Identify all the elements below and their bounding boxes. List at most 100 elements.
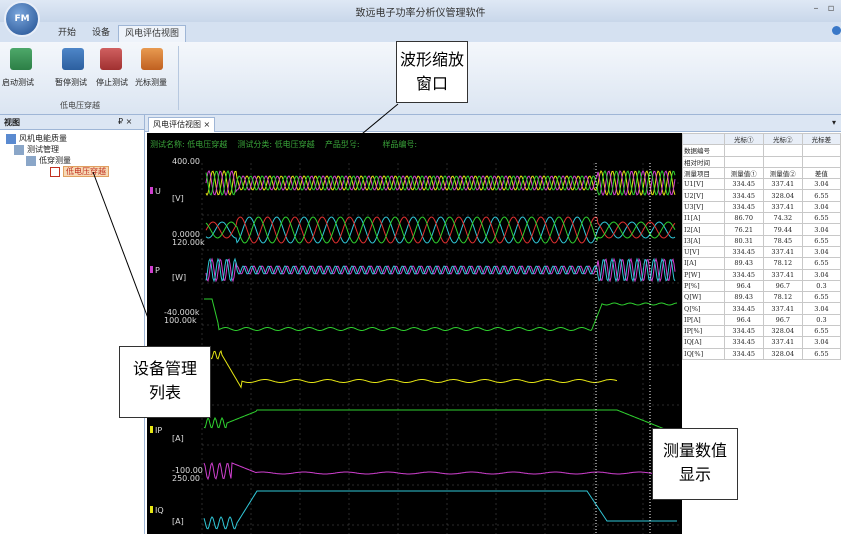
table-row: 测量项目 测量值① 测量值② 差值: [682, 166, 841, 180]
table-row: I[A] 89.43 78.12 6.55: [682, 257, 841, 270]
value-cell: 328.04: [762, 347, 803, 360]
tab-wind-power-view[interactable]: 风电评估视图: [118, 25, 187, 42]
iq-trend-line: [203, 490, 677, 530]
channel-label-u: U: [150, 187, 161, 196]
callout-line-2: 显示: [678, 465, 711, 484]
waveform-svg: [201, 163, 679, 534]
callout-device-list: 设备管理 列表: [119, 346, 211, 418]
pause-test-icon[interactable]: [62, 48, 84, 70]
start-test-icon[interactable]: [10, 48, 32, 70]
callout-line-1: 波形缩放: [399, 50, 464, 69]
cursor-measure-button[interactable]: 光标测量: [135, 78, 167, 87]
view-pane-title: 视图: [4, 118, 20, 127]
document-tab-bar: [145, 115, 841, 132]
tree-item-test-mgmt[interactable]: 测试管理: [14, 144, 59, 155]
y-label: 250.00: [172, 474, 200, 483]
ribbon-group-label: 低电压穿越: [60, 101, 100, 110]
table-row: 数据编号: [682, 144, 841, 157]
channel-name: IQ: [155, 506, 164, 515]
table-row: Q[W] 89.43 78.12 6.55: [682, 291, 841, 304]
table-row: IP[A] 96.4 96.7 0.3: [682, 313, 841, 327]
y-label: 120.00k: [172, 238, 205, 247]
table-row: I2[A] 76.21 79.44 3.04: [682, 223, 841, 236]
row-label-cell: IQ[%]: [682, 347, 725, 360]
chevron-down-icon[interactable]: ▾: [832, 118, 837, 127]
table-row: U2[V] 334.45 328.04 6.55: [682, 189, 841, 202]
channel-name: P: [155, 266, 160, 275]
value-cell: 334.45: [723, 347, 764, 360]
callout-line-2: 窗口: [415, 74, 448, 93]
start-test-button[interactable]: 启动测试: [2, 78, 34, 87]
channel-label-ip: IP: [150, 426, 162, 435]
power-waveform: [205, 257, 676, 283]
measurement-table: 光标① 光标② 光标差 数据编号 相对时间 测量项目 测量值① 测量值② 差值 U1[V] 334.…: [682, 132, 841, 360]
pane-pin-close-button[interactable]: ₽ ×: [118, 117, 133, 126]
sample-number: 样品编号:: [382, 140, 418, 149]
waveform-plot[interactable]: [147, 133, 682, 534]
tab-wind-power-view-doc[interactable]: 风电评估视图 ×: [148, 117, 216, 132]
app-logo-button[interactable]: FM: [4, 1, 40, 37]
y-unit: [V]: [172, 194, 184, 203]
tree-item-lvrt-measure[interactable]: 低穿测量: [26, 155, 71, 166]
test-category: 测试分类: 低电压穿越: [237, 140, 315, 149]
y-unit: [A]: [172, 517, 184, 526]
tree-item-label: 低电压穿越: [63, 166, 109, 177]
current-waveform: [205, 216, 676, 244]
view-pane: [0, 115, 145, 534]
measurement-panel: 光标① 光标② 光标差 数据编号 相对时间 测量项目 测量值① 测量值② 差值 U1[V] 334.…: [682, 132, 841, 369]
table-row: P[W] 334.45 337.41 3.04: [682, 268, 841, 281]
voltage-waveform: [205, 169, 676, 197]
ribbon-divider: [178, 46, 179, 110]
tree-item-lvrt[interactable]: 低电压穿越: [50, 166, 109, 177]
callout-line-1: 设备管理: [132, 359, 197, 378]
minimize-button[interactable]: –: [813, 3, 819, 14]
y-unit: [W]: [172, 273, 187, 282]
value-cell: 3.04: [801, 178, 841, 191]
folder-icon: [14, 144, 24, 155]
channel-label-p: P: [150, 266, 160, 275]
callout-line-2: 列表: [148, 383, 181, 402]
voltage-waveform: [205, 169, 676, 197]
tree-item-label: 风机电能质量: [19, 134, 67, 143]
tree-item-label: 低穿测量: [39, 156, 71, 165]
y-label: -100.00: [172, 466, 203, 475]
maximize-button[interactable]: ▫: [827, 3, 835, 14]
y-label: 0.0000: [172, 230, 200, 239]
stop-test-button[interactable]: 停止测试: [96, 78, 128, 87]
y-label: -40.000k: [164, 308, 200, 317]
tab-start[interactable]: 开始: [58, 28, 77, 38]
folder-icon: [26, 155, 36, 166]
callout-waveform-zoom: 波形缩放 窗口: [396, 41, 468, 103]
product-model: 产品型号:: [324, 140, 360, 149]
tree-item-label: 测试管理: [27, 145, 59, 154]
current-waveform: [205, 216, 676, 244]
q-trend-line: [203, 350, 618, 389]
document-icon: [50, 166, 60, 177]
pause-test-button[interactable]: 暂停测试: [55, 78, 87, 87]
test-info-row: 测试名称: 低电压穿越 测试分类: 低电压穿越 产品型号: 样品编号:: [150, 139, 417, 150]
tab-device[interactable]: 设备: [92, 28, 111, 38]
tree-root-icon: [6, 133, 16, 144]
y-unit: [A]: [172, 434, 184, 443]
p-trend-line: [204, 298, 678, 332]
test-name: 测试名称: 低电压穿越: [150, 140, 228, 149]
ip-percent-line: [203, 461, 678, 481]
y-label: 100.00k: [164, 316, 197, 325]
view-pane-header: [0, 115, 144, 130]
table-row: I1[A] 86.70 74.32 6.55: [682, 212, 841, 225]
cursor-measure-icon[interactable]: [141, 48, 163, 70]
table-row: IQ[%] 334.45 328.04 6.55: [682, 347, 841, 360]
power-waveform: [205, 257, 676, 283]
app-title: 致远电子功率分析仪管理软件: [355, 8, 486, 19]
channel-name: IP: [155, 426, 163, 435]
stop-test-icon[interactable]: [100, 48, 122, 70]
help-icon[interactable]: [832, 26, 841, 35]
tree-item-root[interactable]: 风机电能质量: [6, 133, 67, 144]
value-cell: 6.55: [801, 347, 841, 360]
ip-trend-line: [203, 409, 678, 435]
callout-line-1: 测量数值: [662, 441, 727, 460]
y-label: 400.00: [172, 157, 200, 166]
title-bar: [0, 0, 841, 22]
callout-measurement-values: 测量数值 显示: [652, 428, 738, 500]
